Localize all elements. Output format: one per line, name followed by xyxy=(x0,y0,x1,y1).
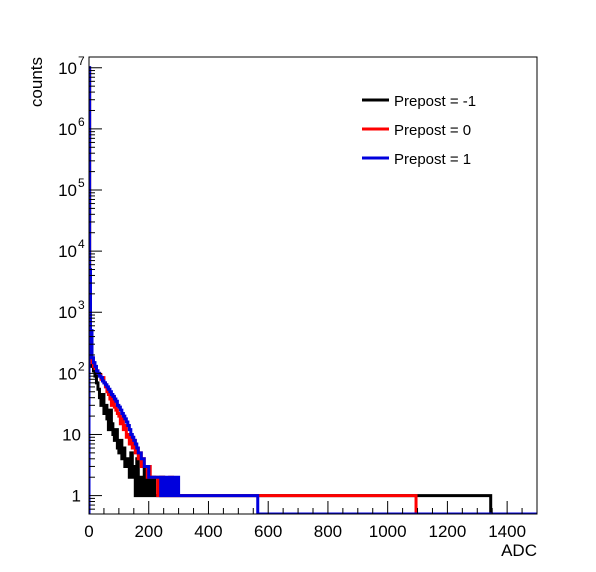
series-layer xyxy=(89,66,537,514)
series-line-2 xyxy=(89,66,537,514)
x-tick-label: 600 xyxy=(254,522,282,541)
y-tick-label: 10 xyxy=(58,242,77,261)
y-tick-label: 10 xyxy=(58,59,77,78)
y-tick-label-exponent: 5 xyxy=(78,176,85,190)
x-tick-label: 400 xyxy=(194,522,222,541)
x-tick-label: 200 xyxy=(135,522,163,541)
x-tick-label: 1400 xyxy=(488,522,526,541)
y-tick-label: 10 xyxy=(58,181,77,200)
y-tick-label: 10 xyxy=(62,425,81,444)
x-tick-label: 1200 xyxy=(428,522,466,541)
legend: Prepost = -1 Prepost = 0 Prepost = 1 xyxy=(350,86,510,174)
y-tick-label: 10 xyxy=(58,120,77,139)
legend-label-prepost-1: Prepost = 1 xyxy=(394,151,471,168)
y-tick-label: 1 xyxy=(72,487,81,506)
y-axis-ticks xyxy=(89,67,102,515)
legend-label-prepost-minus1: Prepost = -1 xyxy=(394,93,476,110)
x-axis-ticks xyxy=(88,501,538,514)
legend-label-prepost-0: Prepost = 0 xyxy=(394,122,471,139)
x-axis-tick-labels: 0 200 400 600 800 1000 1200 1400 xyxy=(84,522,526,541)
y-tick-label: 10 xyxy=(58,364,77,383)
x-tick-label: 0 xyxy=(84,522,93,541)
y-tick-label-exponent: 6 xyxy=(78,115,85,129)
y-tick-label-exponent: 7 xyxy=(78,54,85,68)
y-tick-label-exponent: 3 xyxy=(78,298,85,312)
x-tick-label: 1000 xyxy=(369,522,407,541)
y-tick-label-exponent: 4 xyxy=(78,237,85,251)
y-axis-title: counts xyxy=(27,57,46,107)
y-tick-label: 10 xyxy=(58,303,77,322)
y-tick-label-exponent: 2 xyxy=(78,359,85,373)
x-tick-label: 800 xyxy=(314,522,342,541)
x-axis-title: ADC xyxy=(501,541,537,560)
